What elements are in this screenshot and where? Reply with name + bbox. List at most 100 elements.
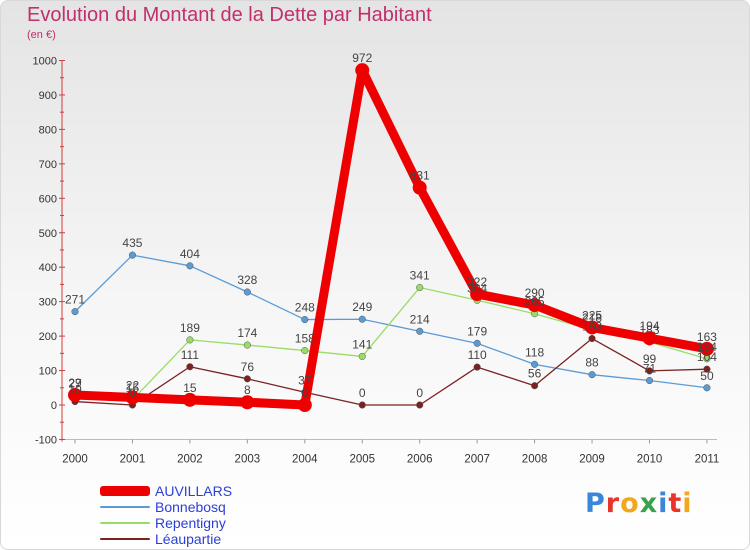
y-tick-label: 100 (39, 366, 57, 378)
x-tick-label: 2011 (695, 453, 720, 465)
data-label: 56 (528, 367, 542, 381)
data-point-léaupartie (645, 367, 654, 375)
data-point-auvillars (125, 390, 140, 405)
data-point-bonnebosq (588, 371, 596, 379)
data-label: 249 (352, 300, 372, 314)
y-tick-label: 800 (39, 124, 57, 136)
data-label: 99 (643, 352, 657, 366)
data-label: 183 (639, 323, 659, 337)
data-label: 0 (301, 386, 308, 400)
data-point-léaupartie (588, 334, 596, 343)
data-label: 328 (237, 273, 257, 287)
data-label: 218 (582, 311, 602, 325)
legend-swatch (100, 506, 150, 508)
data-point-auvillars (182, 392, 197, 407)
data-point-repentigny (186, 336, 194, 344)
data-point-bonnebosq (243, 288, 251, 296)
data-label: 265 (525, 295, 545, 309)
y-tick-label: 300 (39, 297, 57, 309)
data-label: 22 (126, 378, 140, 392)
data-point-léaupartie (416, 401, 424, 409)
data-point-auvillars (585, 320, 600, 335)
logo-letter: t (668, 488, 683, 519)
x-tick-label: 2001 (120, 453, 146, 465)
data-label: 15 (183, 381, 197, 395)
data-label: 118 (525, 345, 544, 359)
data-point-auvillars (68, 388, 82, 403)
proxiti-logo: Proxiti (585, 488, 693, 519)
data-point-bonnebosq (703, 384, 711, 392)
series-line-bonnebosq (74, 254, 708, 389)
data-point-repentigny (301, 347, 309, 355)
data-label: 37 (298, 373, 312, 387)
data-label: 631 (410, 169, 430, 183)
legend-swatch (100, 486, 150, 496)
data-point-bonnebosq (531, 360, 539, 368)
data-label: 0 (416, 386, 423, 400)
data-label: 248 (295, 301, 315, 315)
data-label: 111 (181, 348, 200, 362)
data-point-bonnebosq (416, 327, 424, 335)
x-tick-label: 2007 (464, 453, 490, 465)
x-tick-label: 2003 (235, 453, 261, 465)
data-point-auvillars (527, 298, 542, 313)
x-tick-label: 2000 (62, 453, 88, 465)
data-label: 290 (525, 286, 545, 300)
data-label: 179 (467, 324, 487, 338)
data-label: 163 (697, 330, 717, 344)
data-label: 158 (295, 332, 315, 346)
data-point-léaupartie (531, 382, 539, 390)
unit-label: (en €) (27, 29, 56, 41)
data-label: 88 (585, 356, 599, 370)
data-label: 193 (582, 320, 602, 334)
data-point-bonnebosq (186, 262, 194, 270)
logo-letter: x (639, 488, 659, 519)
data-point-auvillars (470, 287, 485, 302)
data-point-repentigny (358, 352, 366, 360)
x-tick-label: 2005 (349, 453, 375, 465)
data-point-léaupartie (358, 401, 366, 409)
x-tick-label: 2010 (637, 453, 663, 465)
x-tick-label: 2009 (579, 453, 605, 465)
data-label: 341 (410, 269, 430, 283)
data-point-repentigny (416, 283, 424, 292)
chart-title: Evolution du Montant de la Dette par Hab… (27, 4, 432, 26)
data-point-léaupartie (473, 363, 481, 371)
data-point-bonnebosq (473, 339, 481, 347)
data-point-auvillars (699, 341, 714, 356)
data-label: 141 (352, 337, 372, 351)
data-label: 404 (180, 247, 200, 261)
data-label: 134 (697, 340, 717, 354)
legend-swatch (100, 538, 150, 540)
series-line-léaupartie (74, 337, 708, 406)
data-point-bonnebosq (645, 376, 654, 385)
data-point-auvillars (355, 63, 370, 78)
data-label: 304 (467, 281, 487, 295)
data-point-auvillars (412, 180, 427, 195)
legend-label: Bonnebosq (155, 499, 226, 515)
data-label: 110 (468, 348, 487, 362)
data-label: 50 (700, 369, 714, 383)
legend-label: Léaupartie (155, 531, 222, 547)
y-tick-label: 900 (39, 90, 57, 102)
y-tick-label: -100 (35, 434, 57, 446)
data-point-auvillars (240, 395, 255, 410)
data-point-auvillars (642, 331, 657, 346)
data-point-léaupartie (186, 363, 194, 371)
data-point-bonnebosq (301, 316, 309, 324)
x-tick-label: 2008 (522, 453, 548, 465)
logo-letter: P (585, 488, 606, 519)
data-point-auvillars (297, 398, 312, 412)
data-label: 194 (639, 319, 659, 333)
y-tick-label: 0 (51, 400, 57, 412)
data-label: 225 (582, 308, 602, 322)
logo-letter: r (605, 488, 621, 519)
data-label: 0 (359, 386, 366, 400)
x-tick-label: 2004 (292, 453, 318, 465)
data-label: 76 (241, 360, 255, 374)
data-label: 104 (697, 350, 717, 364)
data-label: 8 (244, 383, 251, 397)
data-label: 174 (237, 326, 257, 340)
logo-letter: i (682, 488, 693, 519)
